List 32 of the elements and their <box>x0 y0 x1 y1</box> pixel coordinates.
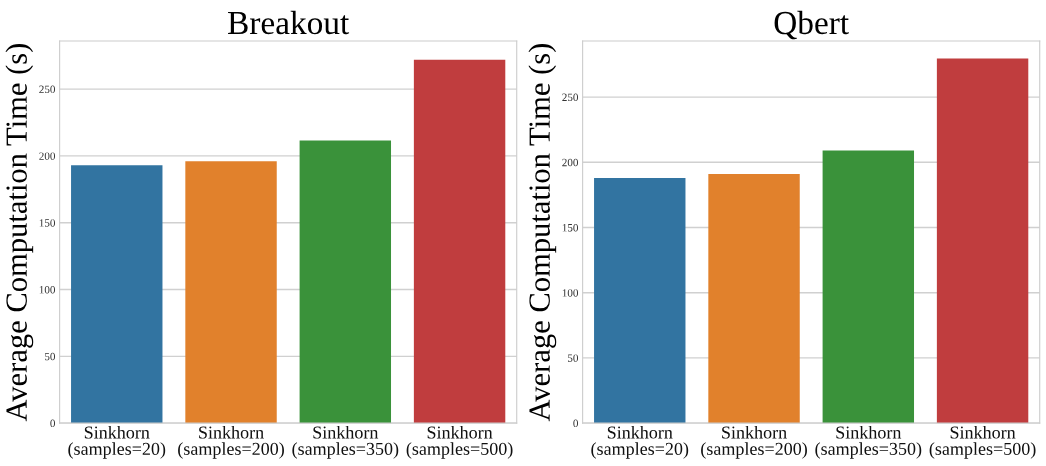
y-tick-label: 250 <box>39 85 56 94</box>
y-tick-label: 100 <box>39 285 56 294</box>
bar <box>71 165 163 424</box>
y-tick-label: 50 <box>44 352 56 361</box>
x-tick-label: Sinkhorn (samples=20) <box>68 425 166 459</box>
x-tick-label: Sinkhorn (samples=200) <box>701 425 807 459</box>
x-tick-label: Sinkhorn (samples=500) <box>406 425 513 459</box>
y-tick-label: 150 <box>39 219 56 227</box>
y-tick-label: 0 <box>50 419 56 428</box>
y-tick-label: 100 <box>562 289 579 297</box>
bar <box>708 174 800 424</box>
x-tick-label: Sinkhorn (samples=350) <box>292 425 399 459</box>
x-tick-label: Sinkhorn (samples=500) <box>929 425 1036 459</box>
y-tick-label: 200 <box>562 158 579 167</box>
bar <box>936 58 1029 424</box>
bar <box>594 177 686 424</box>
bar <box>413 59 506 424</box>
y-tick-label: 250 <box>562 93 579 102</box>
y-axis-title: Average Computation Time (s) <box>528 44 557 422</box>
y-tick-label: 50 <box>567 354 579 362</box>
y-axis-title: Average Computation Time (s) <box>5 44 34 422</box>
y-tick-label: 0 <box>573 419 579 428</box>
x-tick-label: Sinkhorn (samples=200) <box>178 425 284 459</box>
chart-title: Breakout <box>228 10 350 35</box>
bar <box>185 161 277 424</box>
x-tick-label: Sinkhorn (samples=350) <box>815 425 922 459</box>
x-tick-label: Sinkhorn (samples=20) <box>591 425 689 459</box>
y-tick-label: 200 <box>39 152 56 160</box>
bar <box>299 140 392 424</box>
bar <box>822 150 915 424</box>
chart-title: Qbert <box>774 10 849 40</box>
y-tick-label: 150 <box>562 223 579 232</box>
